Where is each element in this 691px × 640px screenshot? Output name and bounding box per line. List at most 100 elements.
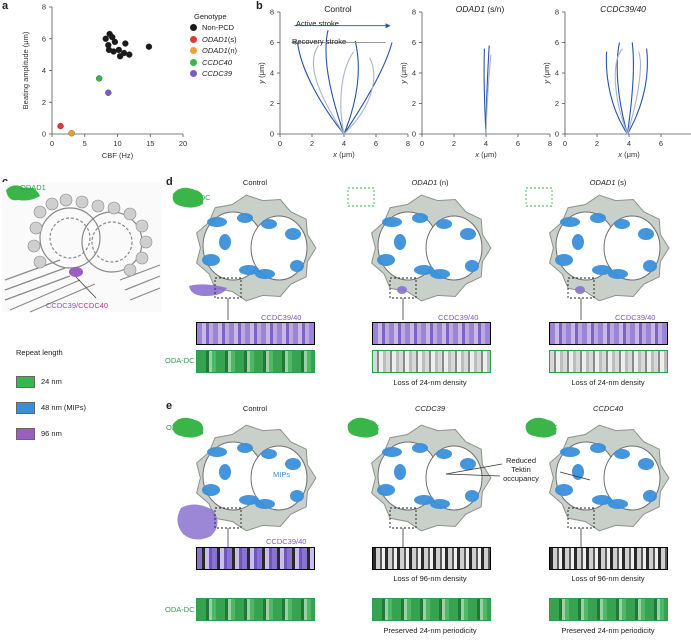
x-axis-label: CBF (Hz) bbox=[102, 151, 134, 160]
mip-density bbox=[290, 260, 304, 272]
mip-density bbox=[382, 447, 402, 457]
y-tick-label: 4 bbox=[270, 69, 274, 78]
x-axis-label: x (μm) bbox=[617, 150, 640, 159]
mip-density bbox=[592, 265, 612, 275]
e-ccdc-label: CCDC39/40 bbox=[266, 537, 307, 546]
mip-density bbox=[436, 219, 452, 229]
genotype-legend-item: Non-PCD bbox=[190, 22, 237, 34]
recovery-stroke-label: Recovery stroke bbox=[292, 37, 347, 46]
data-point bbox=[145, 43, 153, 50]
x-tick-label: 0 bbox=[420, 139, 424, 148]
mip-density bbox=[237, 443, 253, 453]
waveform-curve bbox=[626, 48, 648, 135]
mip-density bbox=[590, 443, 606, 453]
genotype-legend-item: ODAD1 (s) bbox=[190, 34, 237, 46]
scatter-points bbox=[57, 30, 153, 137]
section-body bbox=[525, 417, 670, 550]
y-tick-label: 6 bbox=[270, 38, 274, 47]
data-point bbox=[102, 35, 109, 42]
waveform-curve bbox=[312, 45, 345, 135]
legend-label: 24 nm bbox=[41, 376, 62, 386]
data-point bbox=[68, 130, 75, 137]
mip-density bbox=[460, 458, 476, 470]
active-stroke-arrowhead bbox=[385, 23, 391, 29]
legend-marker bbox=[190, 58, 197, 66]
x-tick-label: 0 bbox=[563, 139, 567, 148]
ccdc-density bbox=[397, 286, 407, 294]
y-tick-label: 0 bbox=[270, 130, 274, 139]
oda-dc-density bbox=[172, 417, 204, 438]
mip-density bbox=[555, 254, 573, 266]
oda-dc-density bbox=[172, 187, 204, 208]
d-strip-control-oda bbox=[196, 350, 315, 373]
d-ccdc-label-2: CCDC39/40 bbox=[438, 313, 479, 322]
mip-density bbox=[237, 213, 253, 223]
data-point bbox=[126, 51, 133, 58]
waveform-curve bbox=[614, 48, 628, 135]
doublet-cross-section bbox=[347, 417, 492, 550]
mip-density bbox=[285, 228, 301, 240]
oda-dc-density bbox=[347, 417, 379, 438]
e-strip-40-oda bbox=[549, 598, 668, 621]
data-point bbox=[122, 40, 129, 47]
waveform-curve bbox=[343, 42, 393, 135]
b-title-control: Control bbox=[324, 4, 352, 14]
data-point bbox=[111, 38, 119, 46]
d-loss-label-n: Loss of 24-nm density bbox=[393, 378, 467, 387]
e-strip-39-ccdc bbox=[372, 547, 491, 570]
genotype-legend-item: CCDC40 bbox=[190, 57, 237, 69]
x-tick-label: 4 bbox=[342, 139, 346, 148]
mip-density bbox=[261, 219, 277, 229]
e-oda-dc-row-label: ODA-DC bbox=[165, 605, 195, 614]
tektin-pointer-lines bbox=[445, 463, 591, 481]
ccdc-density bbox=[189, 284, 227, 296]
mip-density bbox=[207, 447, 227, 457]
x-tick-label: 6 bbox=[659, 139, 663, 148]
mip-density bbox=[614, 449, 630, 459]
mip-density bbox=[614, 219, 630, 229]
d-col-odad1-n: ODAD1 (n) bbox=[411, 178, 449, 187]
x-tick-label: 8 bbox=[548, 139, 552, 148]
y-tick-label: 8 bbox=[412, 8, 416, 17]
y-tick-label: 2 bbox=[42, 98, 46, 107]
e-col-ccdc39: CCDC39 bbox=[414, 404, 446, 413]
mip-density bbox=[414, 495, 434, 505]
legend-suffix: (n) bbox=[227, 46, 238, 56]
data-point bbox=[105, 89, 112, 96]
waveform-curve bbox=[340, 51, 355, 135]
zoom-box bbox=[389, 277, 417, 299]
x-tick-label: 2 bbox=[452, 139, 456, 148]
waveform-curve bbox=[343, 57, 375, 135]
legend-label: 96 nm bbox=[41, 428, 62, 438]
genotype-legend: Non-PCD ODAD1 (s) ODAD1 (n) CCDC40 CCDC39 bbox=[190, 22, 237, 80]
legend-marker bbox=[190, 24, 197, 32]
d-col-control: Control bbox=[242, 178, 268, 187]
mip-density bbox=[219, 234, 231, 250]
mip-density bbox=[608, 499, 628, 509]
x-axis-label: x (μm) bbox=[332, 150, 355, 159]
d-ccdc-label-1: CCDC39/40 bbox=[261, 313, 302, 322]
x-tick-label: 10 bbox=[113, 139, 121, 148]
mip-density bbox=[202, 254, 220, 266]
mip-density bbox=[560, 217, 580, 227]
d-strip-s-ccdc bbox=[549, 322, 668, 345]
genotype-legend-item: CCDC39 bbox=[190, 68, 237, 80]
zoom-box bbox=[214, 507, 242, 529]
y-tick-label: 8 bbox=[42, 3, 46, 12]
y-tick-label: 4 bbox=[555, 69, 559, 78]
d-loss-label-s: Loss of 24-nm density bbox=[571, 378, 645, 387]
y-axis-label: y (μm) bbox=[399, 62, 408, 85]
section-body bbox=[347, 417, 492, 550]
data-point bbox=[115, 46, 122, 54]
oda-dc-density bbox=[525, 417, 557, 438]
waveform-curve bbox=[343, 40, 359, 135]
panel-label-e: e bbox=[166, 400, 173, 412]
e-col-ccdc40: CCDC40 bbox=[592, 404, 624, 413]
mip-density bbox=[592, 495, 612, 505]
y-tick-label: 8 bbox=[270, 8, 274, 17]
mip-density bbox=[394, 464, 406, 480]
mip-density bbox=[239, 495, 259, 505]
y-axis-label: y (μm) bbox=[257, 62, 266, 85]
